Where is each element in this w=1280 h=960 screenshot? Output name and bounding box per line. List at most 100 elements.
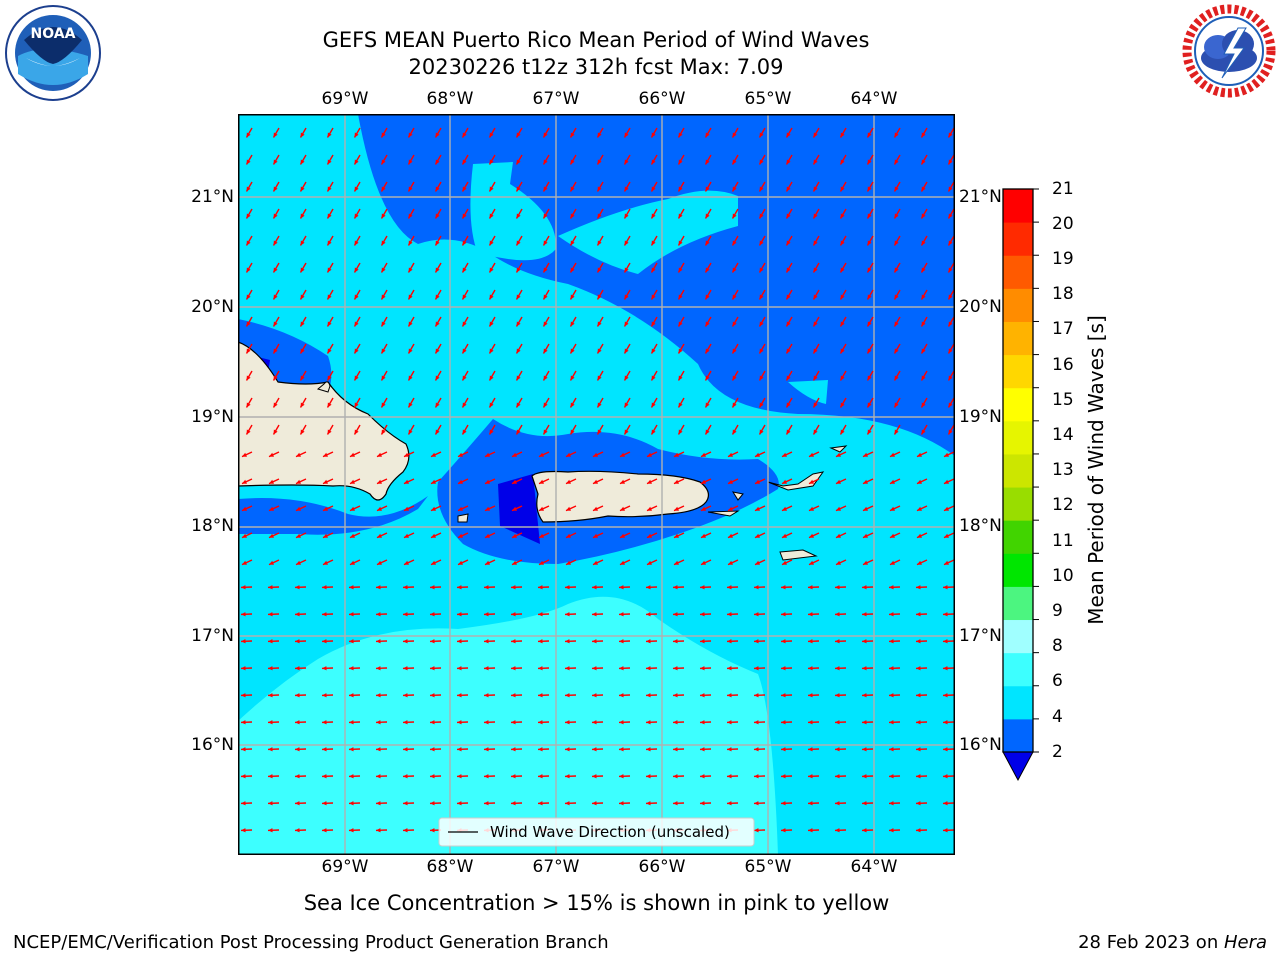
wind-arrow-head — [404, 560, 409, 565]
wind-arrow-head — [840, 402, 845, 408]
lon-label-bottom-1: 68°W — [426, 857, 474, 877]
wind-arrow-head — [592, 720, 597, 725]
wind-arrow-head — [565, 612, 570, 617]
wind-arrow-head — [943, 801, 948, 806]
wind-arrow-head — [732, 213, 737, 219]
wind-arrow-head — [678, 402, 683, 408]
wind-arrow-head — [759, 240, 764, 246]
wind-arrow-head — [759, 375, 764, 381]
wind-arrow-head — [458, 506, 463, 511]
colorbar-tick-11: 10 — [1052, 566, 1074, 586]
wind-arrow-head — [786, 348, 791, 354]
noaa-logo-text: NOAA — [31, 26, 76, 42]
wind-arrow-head — [759, 402, 764, 408]
wind-arrow-head — [624, 267, 629, 273]
wind-arrow-head — [889, 801, 894, 806]
colorbar-tick-12: 9 — [1052, 601, 1063, 621]
wind-arrow-head — [727, 747, 732, 752]
wind-arrow-head — [647, 479, 652, 484]
colorbar-tick-3: 18 — [1052, 284, 1074, 304]
wind-arrow-head — [840, 375, 845, 381]
lon-label-top-2: 67°W — [532, 89, 580, 109]
wind-arrow-head — [809, 479, 814, 484]
wind-arrow-head — [759, 132, 764, 138]
wind-arrow-head — [511, 585, 516, 590]
wind-arrow-head — [619, 585, 624, 590]
wind-arrow-head — [917, 452, 922, 457]
wind-arrow-head — [269, 479, 274, 484]
wind-arrow-head — [485, 560, 490, 565]
wind-arrow-head — [322, 666, 327, 671]
wind-arrow-head — [295, 693, 300, 698]
wind-arrow-head — [376, 612, 381, 617]
wind-arrow-head — [624, 375, 629, 381]
wind-arrow-head — [597, 375, 602, 381]
wind-arrow-head — [732, 375, 737, 381]
wind-arrow-head — [889, 666, 894, 671]
lat-label-right-3: 18°N — [959, 516, 1002, 536]
wind-arrow-head — [376, 720, 381, 725]
wind-arrow-head — [732, 429, 737, 435]
wind-arrow-head — [268, 828, 273, 833]
wind-arrow-head — [246, 321, 251, 327]
wind-arrow-head — [835, 747, 840, 752]
wind-arrow-head — [867, 321, 872, 327]
wind-arrow-head — [273, 132, 278, 138]
wind-arrow-head — [322, 801, 327, 806]
wind-arrow-head — [269, 560, 274, 565]
wind-arrow-head — [295, 828, 300, 833]
wind-arrow-head — [786, 240, 791, 246]
wind-arrow-head — [894, 240, 899, 246]
wind-arrow-head — [863, 452, 868, 457]
lon-label-top-4: 65°W — [744, 89, 792, 109]
wind-arrow-head — [727, 720, 732, 725]
colorbar-tick-14: 6 — [1052, 671, 1063, 691]
wind-arrow-head — [516, 321, 521, 327]
wind-arrow-head — [462, 186, 467, 192]
wind-arrow-head — [327, 375, 332, 381]
wind-arrow-head — [457, 720, 462, 725]
wind-arrow-head — [323, 479, 328, 484]
wind-arrow-head — [813, 132, 818, 138]
wind-arrow-head — [647, 533, 652, 538]
wind-arrow-head — [484, 639, 489, 644]
wind-arrow-head — [570, 159, 575, 165]
wind-arrow-head — [808, 639, 813, 644]
wind-arrow-head — [543, 348, 548, 354]
wind-arrow-head — [705, 267, 710, 273]
wind-arrow-head — [836, 506, 841, 511]
wind-arrow-head — [484, 666, 489, 671]
wind-arrow-head — [403, 747, 408, 752]
wind-arrow-head — [538, 585, 543, 590]
wind-arrow-head — [484, 585, 489, 590]
wind-arrow-head — [754, 693, 759, 698]
wind-arrow-head — [376, 801, 381, 806]
wind-arrow-head — [354, 159, 359, 165]
wind-arrow-head — [462, 348, 467, 354]
wind-arrow-head — [917, 533, 922, 538]
wind-arrow-head — [435, 267, 440, 273]
wind-arrow-head — [516, 267, 521, 273]
wind-arrow-head — [273, 375, 278, 381]
wind-arrow-head — [813, 240, 818, 246]
wind-arrow-head — [651, 348, 656, 354]
wind-arrow-head — [565, 693, 570, 698]
wind-arrow-head — [678, 213, 683, 219]
wind-arrow-head — [593, 560, 598, 565]
wind-arrow-head — [295, 774, 300, 779]
wind-arrow-head — [327, 132, 332, 138]
map-panel: Wind Wave Direction (unscaled) — [238, 114, 955, 855]
wind-arrow-head — [354, 402, 359, 408]
wind-arrow-head — [862, 801, 867, 806]
wind-arrow-head — [727, 801, 732, 806]
wind-arrow-head — [624, 132, 629, 138]
wind-arrow-head — [732, 132, 737, 138]
wind-arrow-head — [867, 213, 872, 219]
wind-arrow-head — [673, 693, 678, 698]
wind-arrow-head — [840, 429, 845, 435]
wind-arrow-head — [781, 720, 786, 725]
wind-arrow-head — [489, 267, 494, 273]
wind-arrow-head — [543, 402, 548, 408]
lon-label-top-3: 66°W — [638, 89, 686, 109]
wind-arrow-head — [890, 506, 895, 511]
